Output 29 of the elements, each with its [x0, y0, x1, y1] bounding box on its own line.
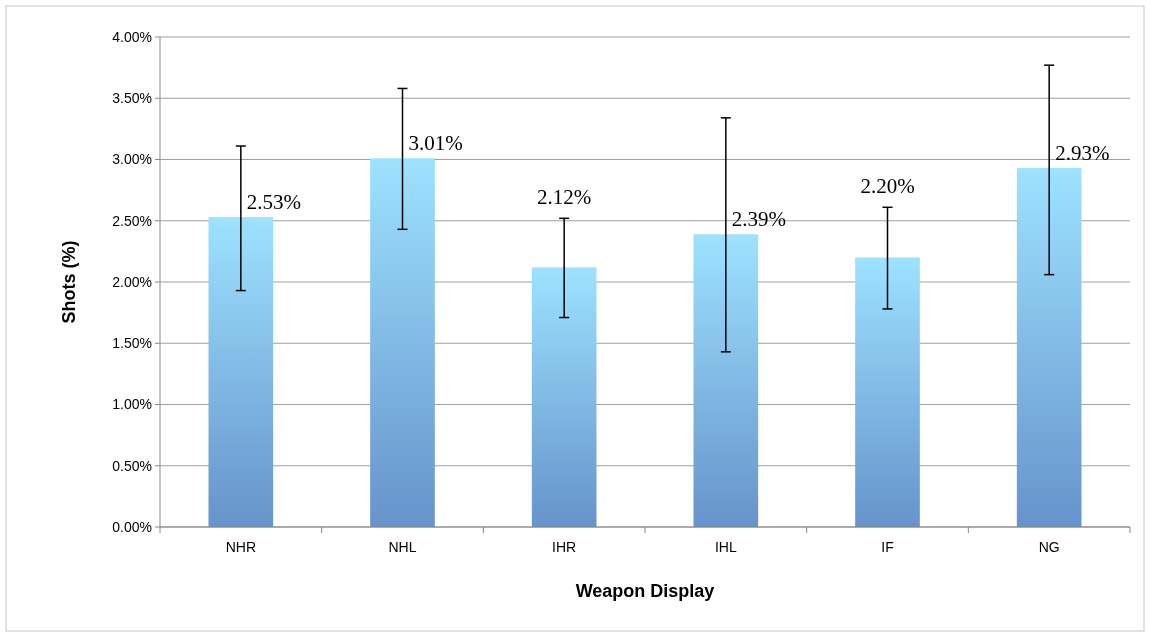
- bar: [370, 158, 435, 527]
- y-tick-label: 0.50%: [112, 457, 152, 474]
- data-label: 2.53%: [246, 190, 302, 215]
- x-tick-label: NHL: [388, 539, 417, 555]
- data-label: 2.20%: [860, 174, 915, 199]
- bar: [531, 267, 597, 527]
- x-tick-label: IHR: [552, 539, 577, 555]
- y-tick-label: 3.00%: [112, 151, 152, 168]
- y-tick-label: 3.50%: [112, 90, 152, 107]
- x-tick-label: NHR: [225, 539, 257, 555]
- x-tick-label: IF: [881, 539, 894, 555]
- bar: [693, 234, 759, 527]
- bar: [1016, 168, 1082, 527]
- y-tick-label: 0.00%: [112, 518, 152, 535]
- data-label: 3.01%: [408, 131, 463, 156]
- y-tick-label: 1.00%: [112, 396, 152, 413]
- data-label: 2.39%: [731, 207, 787, 232]
- y-tick-label: 2.50%: [112, 212, 152, 229]
- y-tick-label: 4.00%: [112, 28, 152, 45]
- y-axis-title: Shots (%): [59, 240, 79, 324]
- y-tick-label: 1.50%: [112, 335, 152, 352]
- data-label: 2.93%: [1055, 141, 1110, 166]
- x-axis-title: Weapon Display: [575, 581, 715, 601]
- data-label: 2.12%: [537, 185, 592, 210]
- x-tick-label: NG: [1038, 539, 1060, 555]
- bar: [855, 257, 920, 527]
- y-tick-label: 2.00%: [112, 273, 152, 290]
- x-tick-label: IHL: [714, 539, 737, 555]
- bar: [208, 217, 274, 527]
